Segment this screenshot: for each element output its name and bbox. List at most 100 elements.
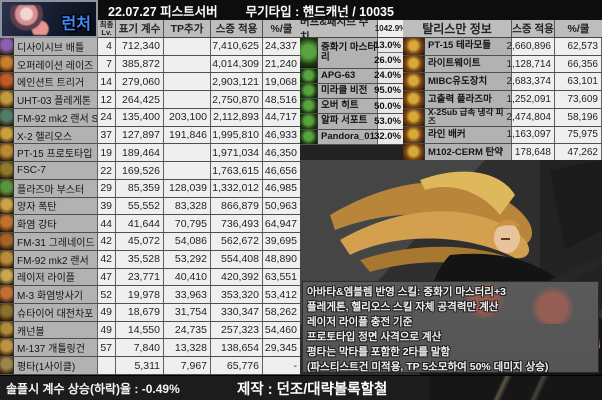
skill-row: 양자 폭탄 39 55,552 83,328 866,879 50,963 [0, 197, 300, 216]
skill-per-cooldown: 50,963 [263, 197, 300, 215]
note-line: 레이저 라이플 충전 기준 [307, 316, 413, 328]
skill-per-cooldown: 48,516 [263, 91, 300, 108]
skill-coefficient: 189,464 [116, 144, 164, 162]
skill-row: FM-92 mk2 랜서 SW24135,400203,1002,112,893… [0, 108, 300, 127]
skill-icon [0, 250, 14, 268]
skill-coefficient: 55,552 [116, 197, 164, 215]
skill-coefficient: 385,872 [116, 55, 164, 73]
talisman-applied-damage: 2,474,804 [507, 108, 555, 126]
skill-applied-damage: 2,750,870 [211, 91, 263, 108]
skill-tp-bonus: 83,328 [164, 197, 211, 215]
skill-coefficient: 169,526 [116, 162, 164, 179]
talisman-per-cooldown: 66,356 [555, 55, 602, 73]
buff-value: 32.0% [374, 129, 403, 144]
buff-row: 중화기 마스터리 13.0% 26.0% [300, 38, 403, 69]
talisman-name: 고출력 플라즈마 [425, 91, 512, 108]
skill-icon [0, 91, 14, 108]
skill-icon [0, 73, 14, 91]
skill-name: 에인션트 트리거 [14, 73, 98, 91]
buff-name: 오버 히트 [318, 99, 378, 114]
skill-coefficient: 5,311 [116, 357, 164, 374]
talisman-per-cooldown: 75,975 [555, 126, 602, 144]
note-line: (파스티스트건 미적용, TP 5소모하여 50% 데미지 상승) [307, 361, 549, 373]
skill-per-cooldown: 19,068 [263, 73, 300, 91]
buff-panel-header: 버프&패시브 수치 1042.9% [300, 16, 406, 43]
column-header-tp: TP추가 [164, 20, 211, 38]
skill-table-header: 최종 Lv. 표기 계수 TP추가 스증 적용 %/쿨 [98, 20, 300, 38]
skill-tp-bonus: 24,735 [164, 321, 211, 339]
skill-coefficient: 135,400 [116, 108, 164, 126]
skill-applied-damage: 420,392 [211, 268, 263, 286]
skill-per-cooldown: 46,985 [263, 179, 300, 197]
skill-tp-bonus: 191,846 [164, 126, 211, 144]
talisman-row: 고출력 플라즈마 1,252,091 73,609 [403, 91, 602, 109]
buff-row: APG-63 24.0% [300, 68, 403, 84]
skill-coefficient: 41,644 [116, 215, 164, 233]
skill-tp-bonus [164, 55, 211, 73]
buff-value: 53.0% [374, 114, 403, 129]
skill-icon [0, 55, 14, 73]
skill-row: M-3 화염방사기 52 19,978 33,963 353,320 53,412 [0, 286, 300, 305]
talisman-name: MIBC유도장치 [425, 73, 512, 91]
skill-level: 39 [98, 197, 116, 215]
buff-row: 오버 히트 50.0% [300, 99, 403, 115]
talisman-applied-damage: 2,683,374 [507, 73, 555, 91]
skill-level: 22 [98, 162, 116, 179]
skill-icon [0, 304, 14, 321]
talisman-applied-damage: 1,163,097 [507, 126, 555, 144]
talisman-per-cooldown: 63,101 [555, 73, 602, 91]
talisman-per-cooldown: 58,196 [555, 108, 602, 126]
skill-coefficient: 45,072 [116, 233, 164, 250]
skill-level: 12 [98, 91, 116, 108]
talisman-icon [403, 126, 425, 144]
talisman-per-cooldown: 62,573 [555, 38, 602, 55]
skill-row: UHT-03 플레게톤 12 264,425 2,750,870 48,516 [0, 91, 300, 109]
talisman-applied-damage: 1,252,091 [507, 91, 555, 108]
skill-row: M-137 개틀링건 57 7,840 13,328 138,654 29,345 [0, 339, 300, 358]
buff-name: 중화기 마스터리 [318, 38, 378, 68]
skill-tp-bonus: 203,100 [164, 108, 211, 126]
skill-tp-bonus [164, 162, 211, 179]
note-line: 아바타&엠블렘 반영 스킬: 중화기 마스터리+3 [307, 286, 506, 298]
skill-row: 에인션트 트리거 14 279,060 2,903,121 19,068 [0, 73, 300, 92]
skill-icon [0, 144, 14, 162]
skill-tp-bonus: 31,754 [164, 304, 211, 321]
skill-icon [0, 108, 14, 126]
skill-tp-bonus: 70,795 [164, 215, 211, 233]
skill-row: 슈타이어 대전차포 49 18,679 31,754 330,347 58,262 [0, 304, 300, 322]
buff-row: 미라클 비전 95.0% [300, 83, 403, 99]
buff-skill-icon [300, 129, 318, 144]
skill-per-cooldown: 46,350 [263, 144, 300, 162]
skill-name: PT-15 프로토타입 [14, 144, 98, 162]
skill-name: 오퍼레이션 레이즈 [14, 55, 98, 73]
buff-skill-icon [300, 114, 318, 129]
skill-level: 24 [98, 108, 116, 126]
skill-tp-bonus: 53,292 [164, 250, 211, 268]
skill-table-body: 디사이시브 배틀 4 712,340 7,410,625 24,337 오퍼레이션 레이즈… [0, 38, 300, 375]
skill-applied-damage: 1,995,810 [211, 126, 263, 144]
skill-level: 44 [98, 215, 116, 233]
skill-level: 42 [98, 250, 116, 268]
skill-tp-bonus [164, 38, 211, 55]
notes-box: 아바타&엠블렘 반영 스킬: 중화기 마스터리+3 플레게톤, 헬리오스 스킬 자… [302, 281, 599, 373]
skill-level: 7 [98, 55, 116, 73]
skill-name: 양자 폭탄 [14, 197, 98, 215]
talisman-panel-title: 탈리스만 정보 [403, 20, 512, 38]
skill-applied-damage: 1,763,615 [211, 162, 263, 179]
buff-values: 32.0% [374, 129, 403, 144]
skill-name: 캐넌볼 [14, 321, 98, 339]
skill-level: 37 [98, 126, 116, 144]
skill-tp-bonus: 7,967 [164, 357, 211, 374]
skill-icon [0, 233, 14, 250]
skill-coefficient: 23,771 [116, 268, 164, 286]
talisman-panel-body: PT-15 테라모듈 2,660,896 62,573 라이트웨이트 1,128,714… [403, 38, 602, 163]
buff-values: 50.0% [374, 99, 403, 114]
talisman-icon [403, 38, 425, 55]
skill-level: 29 [98, 179, 116, 197]
buff-values: 95.0% [374, 83, 403, 98]
skill-per-cooldown: 48,890 [263, 250, 300, 268]
skill-tp-bonus [164, 73, 211, 91]
buff-values: 24.0% [374, 68, 403, 83]
column-header-per-cooldown: %/쿨 [263, 20, 300, 38]
